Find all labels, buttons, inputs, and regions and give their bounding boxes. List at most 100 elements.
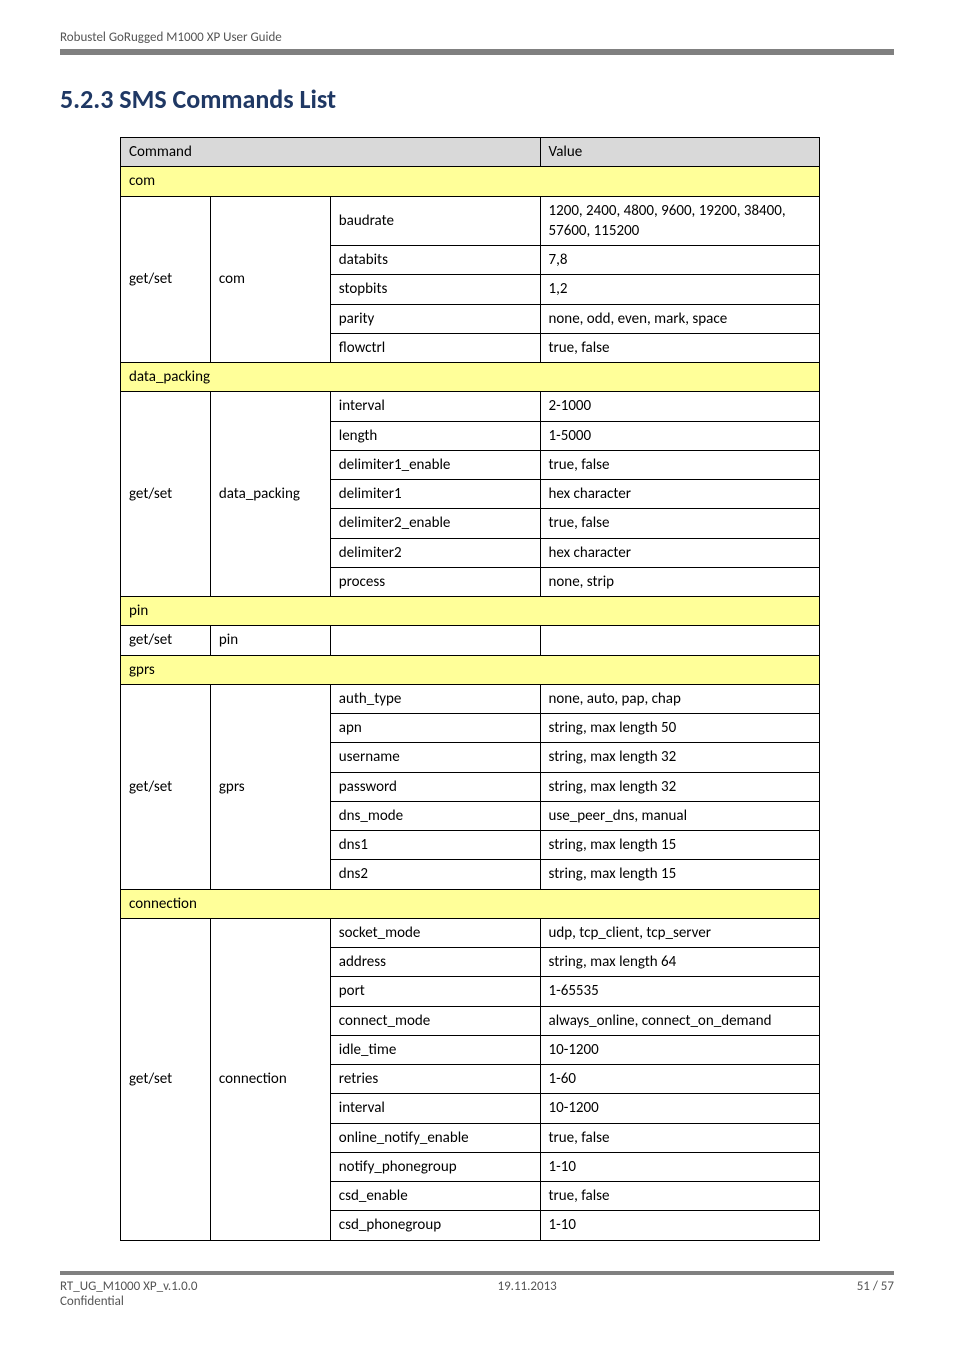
section-label: gprs — [121, 655, 820, 684]
param-cell: stopbits — [330, 275, 540, 304]
value-cell: true, false — [540, 450, 819, 479]
section-com: com — [121, 167, 820, 196]
footer-left: RT_UG_M1000 XP_v.1.0.0 Confidential — [60, 1279, 198, 1309]
table-row: get/set connection socket_mode udp, tcp_… — [121, 918, 820, 947]
value-cell: 10-1200 — [540, 1035, 819, 1064]
table-row: get/set pin — [121, 626, 820, 655]
section-label: connection — [121, 889, 820, 918]
header-text: Robustel GoRugged M1000 XP User Guide — [60, 30, 894, 49]
param-cell: parity — [330, 304, 540, 333]
footer-left-text: RT_UG_M1000 XP_v.1.0.0 — [60, 1279, 198, 1294]
group-cell: get/set — [121, 918, 211, 1240]
param-cell: csd_phonegroup — [330, 1211, 540, 1240]
param-cell: address — [330, 948, 540, 977]
param-cell: databits — [330, 246, 540, 275]
section-label: pin — [121, 597, 820, 626]
param-cell: dns1 — [330, 831, 540, 860]
sub-cell: pin — [210, 626, 330, 655]
param-cell: interval — [330, 392, 540, 421]
value-cell: udp, tcp_client, tcp_server — [540, 918, 819, 947]
col-command: Command — [121, 138, 541, 167]
footer-center: 19.11.2013 — [497, 1279, 556, 1309]
sub-cell: com — [210, 196, 330, 363]
value-cell: 1-10 — [540, 1152, 819, 1181]
param-cell: apn — [330, 714, 540, 743]
param-cell: dns_mode — [330, 801, 540, 830]
footer: RT_UG_M1000 XP_v.1.0.0 Confidential 19.1… — [60, 1275, 894, 1309]
value-cell: true, false — [540, 333, 819, 362]
value-cell: always_online, connect_on_demand — [540, 1006, 819, 1035]
param-cell: delimiter1_enable — [330, 450, 540, 479]
param-cell: length — [330, 421, 540, 450]
param-cell: online_notify_enable — [330, 1123, 540, 1152]
value-cell: 10-1200 — [540, 1094, 819, 1123]
value-cell: 1-60 — [540, 1065, 819, 1094]
sub-cell: connection — [210, 918, 330, 1240]
param-cell: delimiter2_enable — [330, 509, 540, 538]
param-cell: delimiter2 — [330, 538, 540, 567]
param-cell: csd_enable — [330, 1182, 540, 1211]
value-cell: string, max length 50 — [540, 714, 819, 743]
param-cell: auth_type — [330, 684, 540, 713]
section-connection: connection — [121, 889, 820, 918]
table-row: get/set com baudrate 1200, 2400, 4800, 9… — [121, 196, 820, 246]
value-cell: 1-10 — [540, 1211, 819, 1240]
sub-cell: gprs — [210, 684, 330, 889]
footer-leftsub-text: Confidential — [60, 1294, 124, 1309]
header-rule — [60, 49, 894, 55]
commands-table: Command Value com get/set com baudrate 1… — [120, 137, 820, 1241]
section-data-packing: data_packing — [121, 363, 820, 392]
param-cell: port — [330, 977, 540, 1006]
param-cell: delimiter1 — [330, 480, 540, 509]
sub-cell: data_packing — [210, 392, 330, 597]
param-cell: baudrate — [330, 196, 540, 246]
value-cell: 1,2 — [540, 275, 819, 304]
section-gprs: gprs — [121, 655, 820, 684]
value-cell: true, false — [540, 509, 819, 538]
value-cell: true, false — [540, 1123, 819, 1152]
value-cell: 7,8 — [540, 246, 819, 275]
section-label: com — [121, 167, 820, 196]
section-pin: pin — [121, 597, 820, 626]
value-cell: none, odd, even, mark, space — [540, 304, 819, 333]
group-cell: get/set — [121, 684, 211, 889]
param-cell: username — [330, 743, 540, 772]
param-cell: connect_mode — [330, 1006, 540, 1035]
col-value: Value — [540, 138, 819, 167]
value-cell: string, max length 32 — [540, 772, 819, 801]
param-cell: flowctrl — [330, 333, 540, 362]
param-cell: notify_phonegroup — [330, 1152, 540, 1181]
value-cell: hex character — [540, 538, 819, 567]
table-row: get/set gprs auth_type none, auto, pap, … — [121, 684, 820, 713]
value-cell: none, strip — [540, 567, 819, 596]
table-row: get/set data_packing interval 2-1000 — [121, 392, 820, 421]
param-cell — [330, 626, 540, 655]
value-cell: string, max length 15 — [540, 860, 819, 889]
value-cell: true, false — [540, 1182, 819, 1211]
param-cell: idle_time — [330, 1035, 540, 1064]
param-cell: retries — [330, 1065, 540, 1094]
param-cell: password — [330, 772, 540, 801]
value-cell: string, max length 15 — [540, 831, 819, 860]
value-cell: 1200, 2400, 4800, 9600, 19200, 38400, 57… — [540, 196, 819, 246]
value-cell: use_peer_dns, manual — [540, 801, 819, 830]
value-cell: hex character — [540, 480, 819, 509]
param-cell: interval — [330, 1094, 540, 1123]
group-cell: get/set — [121, 626, 211, 655]
value-cell: 2-1000 — [540, 392, 819, 421]
param-cell: process — [330, 567, 540, 596]
group-cell: get/set — [121, 196, 211, 363]
table-header-row: Command Value — [121, 138, 820, 167]
section-label: data_packing — [121, 363, 820, 392]
value-cell: 1-5000 — [540, 421, 819, 450]
value-cell: string, max length 32 — [540, 743, 819, 772]
value-cell: none, auto, pap, chap — [540, 684, 819, 713]
section-title: 5.2.3 SMS Commands List — [60, 83, 894, 115]
param-cell: socket_mode — [330, 918, 540, 947]
param-cell: dns2 — [330, 860, 540, 889]
group-cell: get/set — [121, 392, 211, 597]
value-cell: 1-65535 — [540, 977, 819, 1006]
value-cell: string, max length 64 — [540, 948, 819, 977]
footer-right: 51 / 57 — [857, 1279, 894, 1309]
value-cell — [540, 626, 819, 655]
